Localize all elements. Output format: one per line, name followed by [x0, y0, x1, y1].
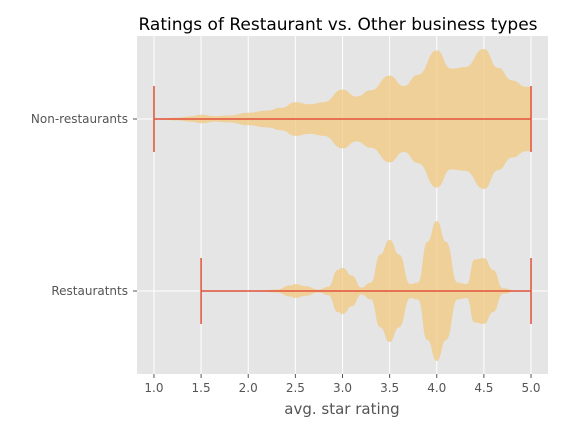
y-tick-label: Non-restaurants [31, 112, 128, 126]
x-tick-label: 5.0 [521, 381, 540, 395]
x-axis-ticks: 1.0 1.5 2.0 2.5 3.0 3.5 4.0 4.5 5.0 [144, 374, 541, 395]
x-tick-label: 1.0 [144, 381, 163, 395]
y-tick-label: Restauratnts [51, 284, 128, 298]
x-tick-label: 3.0 [333, 381, 352, 395]
x-tick-label: 1.5 [192, 381, 211, 395]
y-axis-ticks: Non-restaurants Restauratnts [31, 112, 137, 298]
x-tick-label: 2.5 [286, 381, 305, 395]
x-tick-label: 4.0 [427, 381, 446, 395]
chart-title: Ratings of Restaurant vs. Other business… [138, 15, 537, 35]
violin-group [153, 49, 532, 361]
x-tick-label: 2.0 [239, 381, 258, 395]
x-axis-label: avg. star rating [284, 400, 399, 418]
x-tick-label: 4.5 [474, 381, 493, 395]
x-tick-label: 3.5 [380, 381, 399, 395]
